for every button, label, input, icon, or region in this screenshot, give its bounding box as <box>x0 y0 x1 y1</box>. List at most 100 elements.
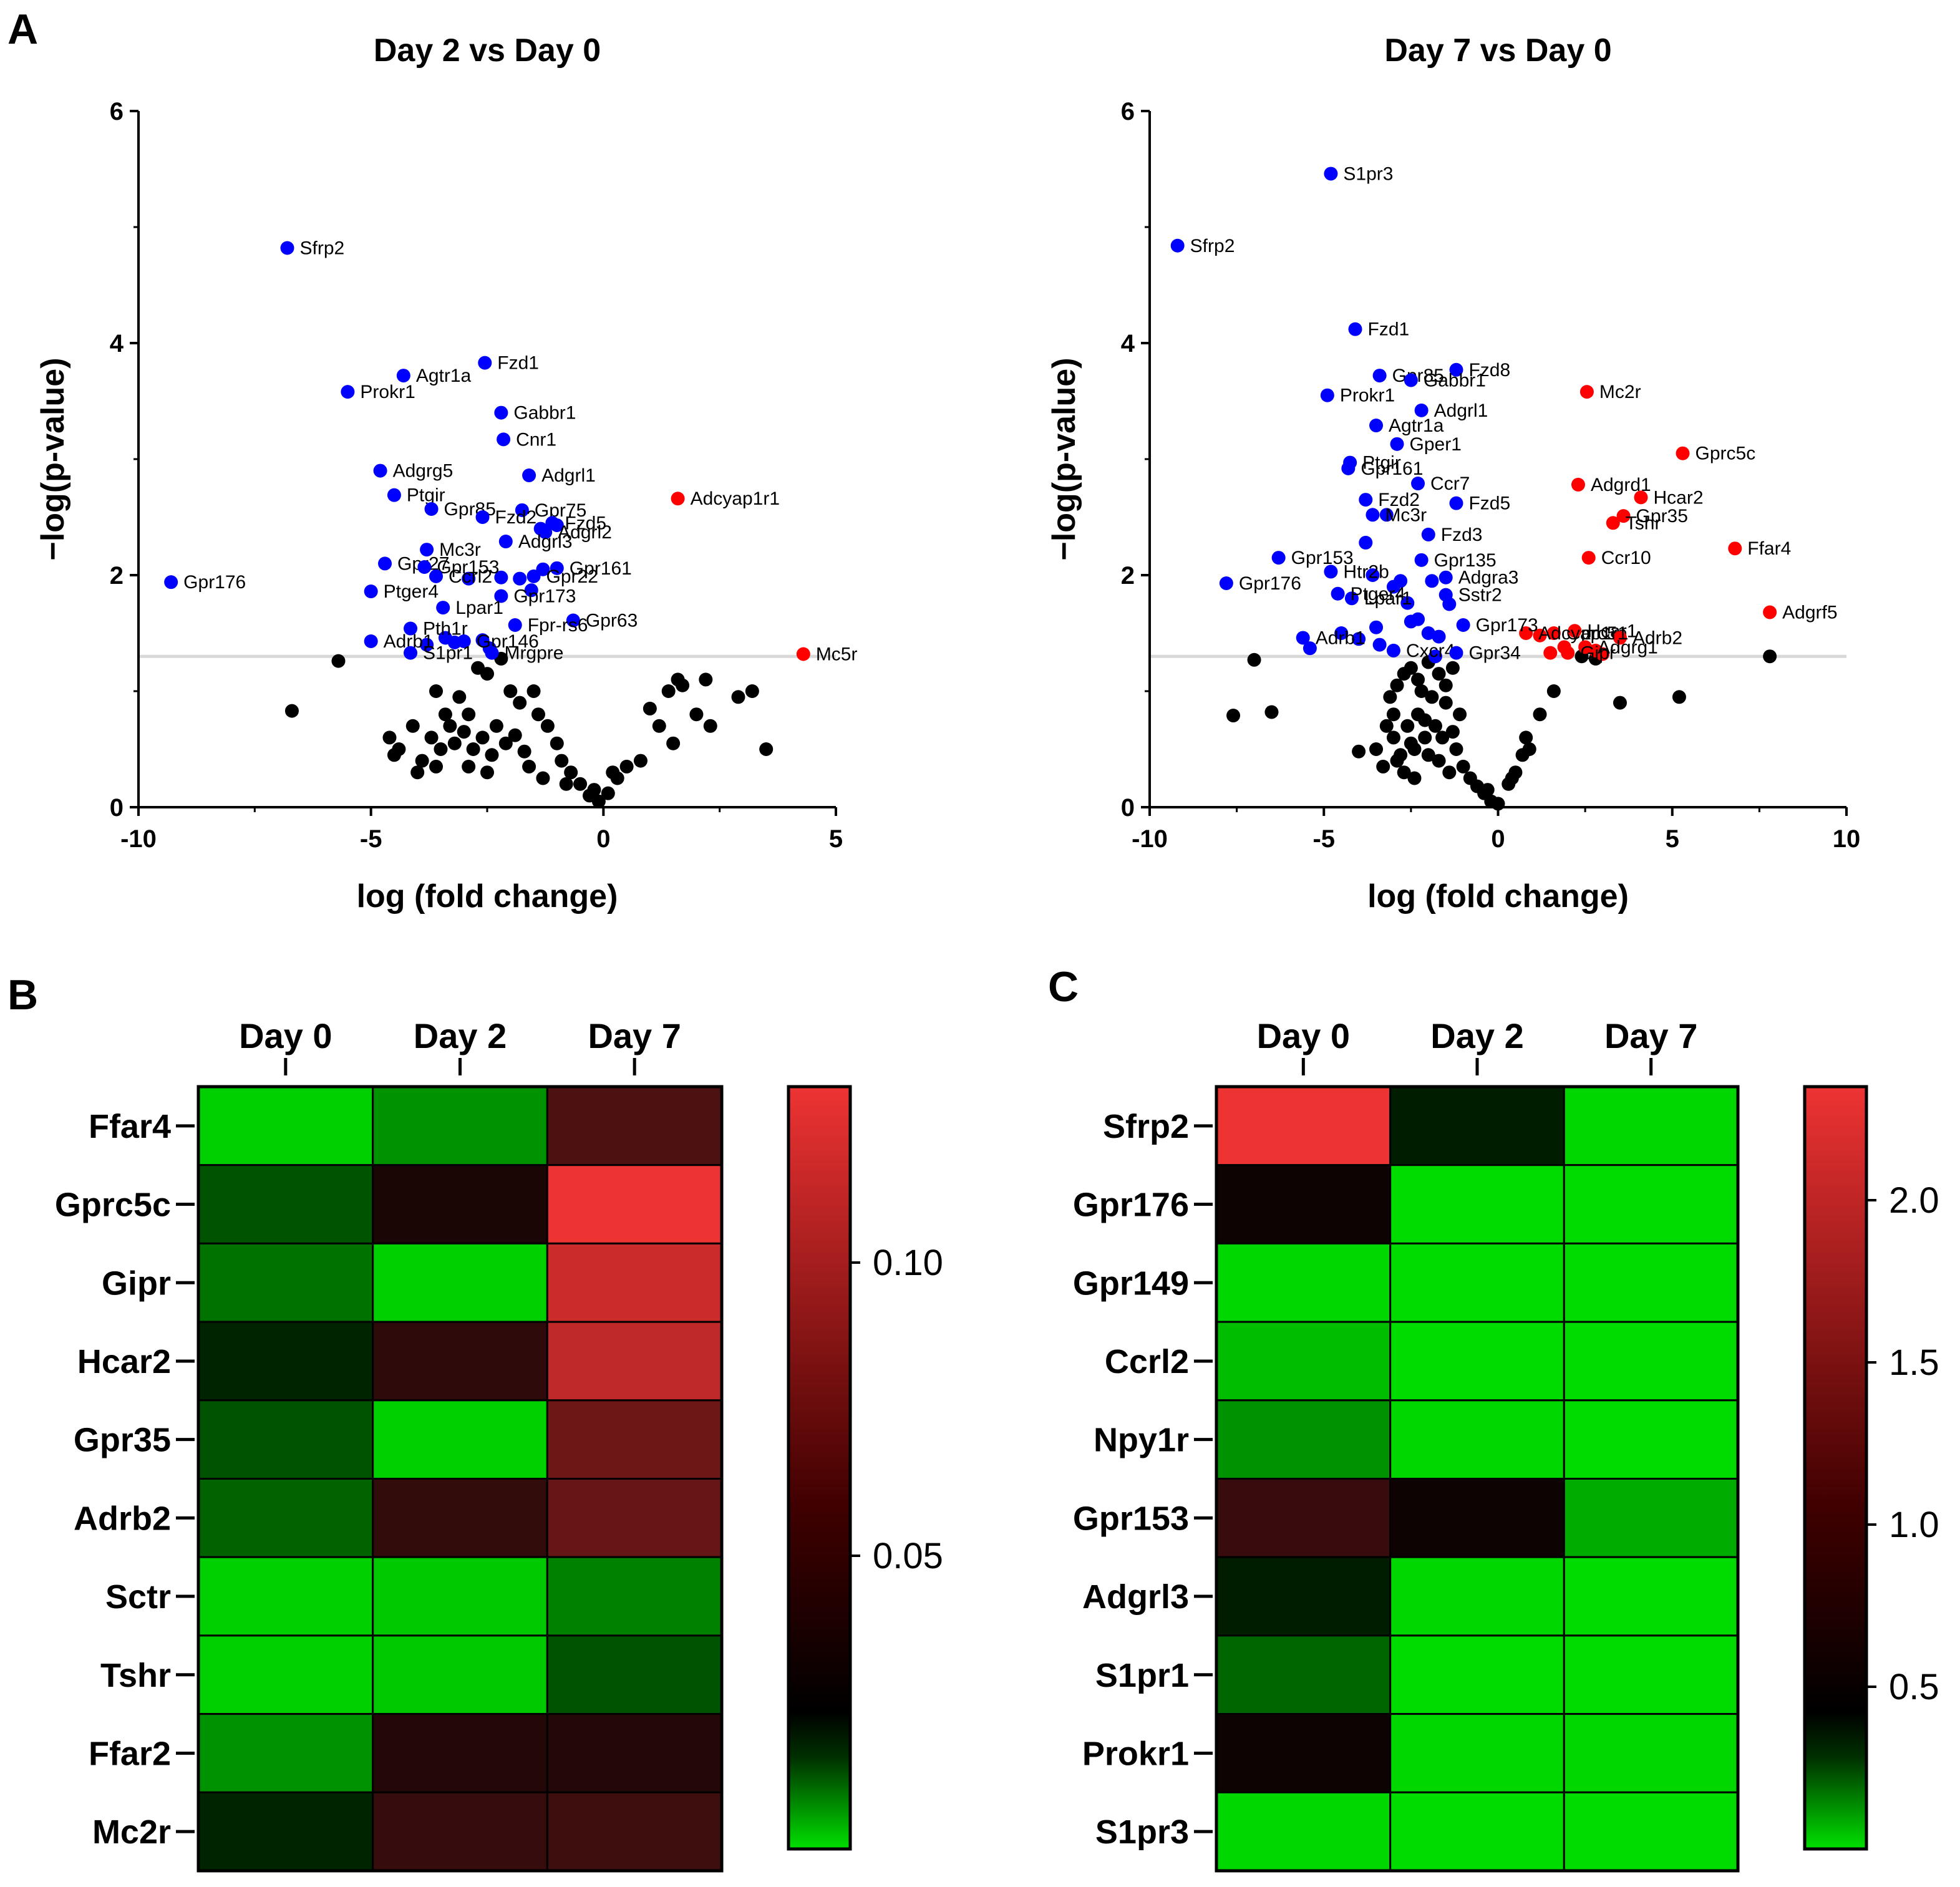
sig-point <box>438 631 452 645</box>
gene-label-agtr1a: Agtr1a <box>1389 415 1444 436</box>
heat-cell <box>372 1399 548 1480</box>
sig-point <box>1369 620 1384 634</box>
gene-label-gpr153: Gpr153 <box>1291 548 1354 568</box>
gene-label-mc3r: Mc3r <box>439 540 481 560</box>
heat-cell <box>1389 1085 1565 1167</box>
ns-point <box>550 736 564 750</box>
sig-point <box>1359 535 1373 550</box>
row-label: Ffar4 <box>89 1108 171 1145</box>
gene-label-fzd5: Fzd5 <box>565 513 606 533</box>
x-tick-label: -5 <box>360 825 382 853</box>
gene-point-sstr2 <box>1438 588 1453 602</box>
gene-label-cxcr4: Cxcr4 <box>1406 641 1455 661</box>
colorbar <box>1803 1085 1868 1851</box>
ns-point <box>1383 690 1397 704</box>
ns-point <box>405 719 420 733</box>
sig-point <box>1352 632 1366 646</box>
gene-point-adgrf5 <box>1763 605 1777 619</box>
ns-point <box>1397 765 1411 780</box>
gene-label-adgrl1: Adgrl1 <box>1434 400 1488 421</box>
gene-point-gpr63 <box>566 613 580 628</box>
heat-cell <box>546 1634 723 1715</box>
gene-point-gpr34 <box>1449 646 1463 660</box>
sig-point <box>475 633 490 648</box>
gene-point-gpr146 <box>457 634 471 649</box>
heat-cell <box>1215 1321 1392 1402</box>
gene-label-mc5r: Mc5r <box>816 644 858 664</box>
y-tick-label: 6 <box>1121 98 1135 125</box>
gene-label-adgrg1: Adgrg1 <box>1598 637 1658 657</box>
ns-point <box>745 684 759 698</box>
gene-point-adgrl1 <box>522 468 536 483</box>
gene-label-gpr85: Gpr85 <box>1392 366 1444 386</box>
x-tick-label: 0 <box>596 825 610 853</box>
row-label: Mc2r <box>92 1813 171 1851</box>
gene-label-ccr7: Ccr7 <box>1430 473 1470 494</box>
y-tick-label: 2 <box>1121 562 1135 589</box>
ns-point <box>410 765 425 780</box>
ns-point <box>1449 742 1463 756</box>
heat-cell <box>1389 1321 1565 1402</box>
gene-label-gpr161: Gpr161 <box>570 558 632 579</box>
sig-point <box>1432 629 1446 644</box>
gene-label-gabbr1: Gabbr1 <box>1424 371 1486 391</box>
volcano-plot-day7: Day 7 vs Day 0 0 2 4 6 -10 -5 0 5 10 log (fold cha… <box>1046 32 1860 914</box>
gene-label-hcar1: Hcar1 <box>1587 621 1637 641</box>
gene-point-sfrp2 <box>1170 238 1185 253</box>
sig-point <box>1428 649 1442 664</box>
gene-point-hcar2 <box>1634 490 1648 505</box>
row-label: Gprc5c <box>55 1186 171 1224</box>
colorbar-tick-label: 1.0 <box>1889 1505 1939 1545</box>
column-label: Day 0 <box>239 1016 332 1055</box>
ns-point <box>1418 730 1432 745</box>
ns-point <box>438 707 452 722</box>
gene-point-gpr35 <box>1616 509 1631 523</box>
gene-point-adcyap1r1 <box>1519 626 1533 640</box>
heat-cell <box>1389 1634 1565 1715</box>
ns-point <box>1376 759 1390 774</box>
heat-cell <box>372 1713 548 1793</box>
gene-label-sfrp2: Sfrp2 <box>300 238 345 258</box>
heat-cell <box>372 1791 548 1872</box>
sig-point <box>1303 641 1317 656</box>
ns-point <box>643 701 657 716</box>
sig-point <box>1334 626 1349 640</box>
gene-point-gpr153 <box>1271 551 1286 565</box>
gene-point-ptger4 <box>1331 586 1345 601</box>
ns-point <box>1435 730 1450 745</box>
sig-point <box>1400 596 1415 610</box>
gene-point-gpr161 <box>550 561 564 575</box>
gene-point-prokr1 <box>341 385 355 399</box>
gene-point-tshr <box>1606 516 1620 530</box>
gene-point-adgra3 <box>1438 570 1453 585</box>
gene-label-adcyap1r1: Adcyap1r1 <box>1538 623 1628 644</box>
gene-point-lpar1 <box>436 601 450 615</box>
heat-cell <box>1215 1085 1392 1167</box>
x-tick-label: -10 <box>1132 825 1168 853</box>
gene-point-ffar4 <box>1728 541 1742 556</box>
gene-point-fzd5 <box>1449 496 1463 510</box>
gene-point-adgrg1 <box>1578 640 1593 654</box>
gene-point-s1pr3 <box>1324 167 1338 181</box>
heat-cell <box>546 1713 723 1793</box>
gene-point-adgrl2 <box>538 525 553 540</box>
gene-label-cnr1: Cnr1 <box>516 429 556 450</box>
gene-label-ptger4: Ptger4 <box>384 581 439 602</box>
row-label: Prokr1 <box>1082 1735 1189 1772</box>
heat-cell <box>372 1478 548 1558</box>
heat-cell <box>1563 1399 1739 1480</box>
heat-cell <box>1215 1164 1392 1244</box>
gene-label-gpr176: Gpr176 <box>183 572 246 593</box>
ns-point <box>415 754 429 768</box>
ns-point <box>1421 748 1435 762</box>
colorbar <box>787 1085 852 1851</box>
ns-point <box>1763 649 1777 664</box>
gene-label-mc3r: Mc3r <box>1385 505 1427 525</box>
gene-point-adcyap1r1 <box>671 492 685 506</box>
ns-point <box>1425 690 1439 704</box>
gene-point-adrb1 <box>1296 631 1310 645</box>
row-label: Adgrl3 <box>1082 1578 1189 1616</box>
ns-point <box>587 783 601 797</box>
gene-label-mc2r: Mc2r <box>1599 382 1641 402</box>
column-label: Day 7 <box>588 1016 681 1055</box>
